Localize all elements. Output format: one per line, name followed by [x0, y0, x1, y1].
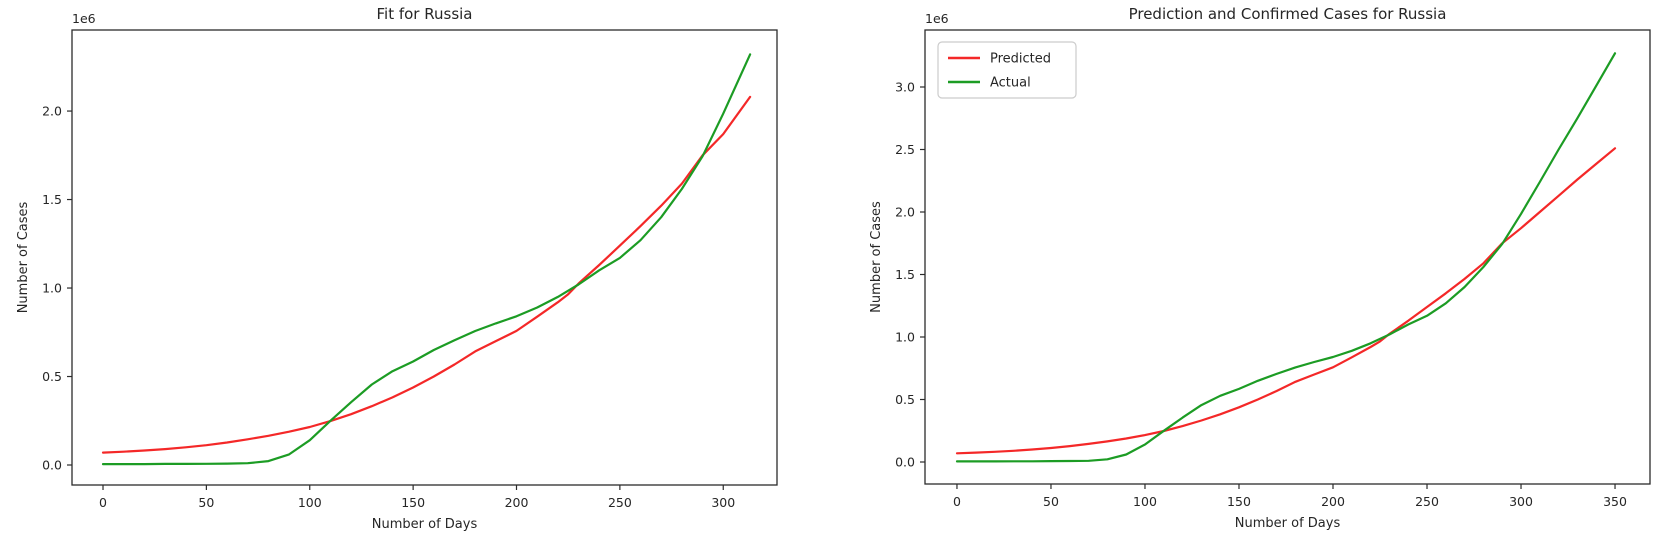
- y-axis-label: Number of Cases: [869, 201, 884, 313]
- x-axis-label: Number of Days: [1235, 516, 1341, 531]
- chart-prediction-vs-actual: 0 50 100 150 200 250 300 350 0.0 0.5 1.0 1.5 2.0 2.5 3…: [869, 5, 1651, 531]
- series-line-actual: [101, 53, 752, 466]
- x-tick-label: 200: [505, 495, 529, 510]
- x-tick-label: 250: [1415, 494, 1439, 509]
- x-tick-label: 100: [1133, 494, 1157, 509]
- y-axis-offset-label: 1e6: [925, 11, 949, 26]
- y-axis-offset-label: 1e6: [72, 11, 96, 26]
- chart-title: Prediction and Confirmed Cases for Russi…: [1129, 5, 1447, 23]
- y-tick-label: 3.0: [895, 80, 915, 95]
- y-axis-label: Number of Cases: [16, 201, 31, 313]
- legend-box: [937, 41, 1077, 99]
- x-tick-label: 300: [711, 495, 735, 510]
- y-tick-label: 0.0: [42, 458, 62, 473]
- x-tick-label: 150: [1227, 494, 1251, 509]
- x-tick-label: 50: [198, 495, 214, 510]
- x-tick-label: 150: [401, 495, 425, 510]
- x-tick-label: 0: [953, 494, 961, 509]
- y-tick-label: 2.0: [895, 205, 915, 220]
- chart-title: Fit for Russia: [377, 5, 473, 23]
- legend-label: Actual: [990, 76, 1031, 91]
- series-line-actual: [955, 52, 1617, 463]
- x-tick-label: 0: [99, 495, 107, 510]
- y-tick-label: 0.5: [895, 392, 915, 407]
- y-tick-label: 1.5: [895, 267, 915, 282]
- y-tick-label: 2.0: [42, 104, 62, 119]
- y-tick-label: 1.0: [895, 330, 915, 345]
- series-line-predicted: [101, 95, 752, 454]
- x-axis-label: Number of Days: [372, 517, 478, 532]
- plot-spines: [71, 29, 778, 486]
- legend: Predicted Actual: [937, 41, 1077, 99]
- x-tick-label: 100: [298, 495, 322, 510]
- series-line-predicted: [955, 147, 1617, 455]
- chart-fit-for-russia: 0 50 100 150 200 250 300 0.0 0.5 1.0 1.5 2.0 1e6 Fit …: [16, 5, 778, 532]
- x-tick-label: 250: [608, 495, 632, 510]
- y-tick-label: 0.0: [895, 455, 915, 470]
- legend-label: Predicted: [990, 52, 1051, 67]
- x-tick-label: 300: [1509, 494, 1533, 509]
- x-tick-label: 50: [1043, 494, 1059, 509]
- y-tick-label: 0.5: [42, 369, 62, 384]
- y-tick-label: 2.5: [895, 142, 915, 157]
- y-tick-label: 1.0: [42, 281, 62, 296]
- x-tick-label: 350: [1603, 494, 1627, 509]
- x-tick-label: 200: [1321, 494, 1345, 509]
- plot-spines: [924, 29, 1651, 485]
- y-tick-label: 1.5: [42, 192, 62, 207]
